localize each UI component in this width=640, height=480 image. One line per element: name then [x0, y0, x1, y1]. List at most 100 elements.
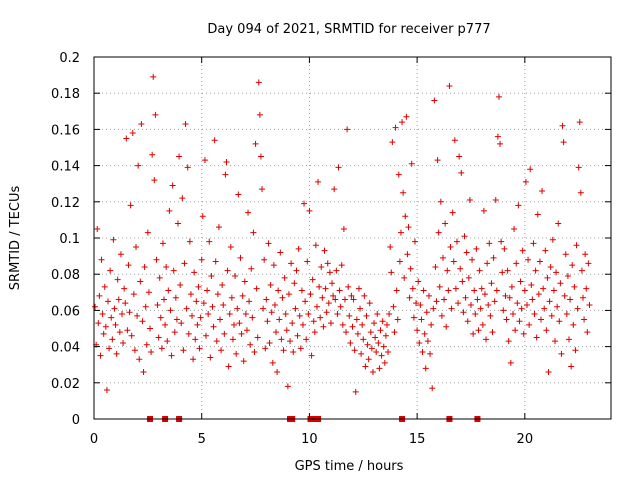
data-point — [519, 247, 526, 254]
data-point — [210, 323, 217, 330]
data-point — [233, 350, 240, 357]
data-point — [393, 287, 400, 294]
data-point — [472, 311, 479, 318]
data-point — [151, 177, 158, 184]
data-point — [209, 303, 216, 310]
data-point — [447, 244, 454, 251]
data-point — [339, 321, 346, 328]
data-point — [465, 274, 472, 281]
data-point — [106, 345, 113, 352]
data-point — [268, 309, 275, 316]
data-point — [229, 336, 236, 343]
data-point — [391, 329, 398, 336]
data-point — [235, 191, 242, 198]
data-point — [529, 296, 536, 303]
data-point — [520, 330, 527, 337]
data-point — [424, 338, 431, 345]
data-point — [392, 124, 399, 131]
data-point — [403, 113, 410, 120]
data-point — [490, 254, 497, 261]
data-point — [414, 327, 421, 334]
data-point — [282, 311, 289, 318]
data-point — [404, 251, 411, 258]
data-point — [493, 287, 500, 294]
y-tick-labels: 0 0.02 0.04 0.06 0.08 0.1 0.12 0.14 0.16 0.18 0.2 — [51, 51, 80, 428]
data-point — [149, 151, 156, 158]
data-point — [144, 229, 151, 236]
data-point — [326, 269, 333, 276]
data-point — [515, 202, 522, 209]
data-point — [237, 254, 244, 261]
data-point — [432, 263, 439, 270]
data-point — [145, 289, 152, 296]
data-point — [299, 321, 306, 328]
data-point — [224, 267, 231, 274]
data-point — [530, 240, 537, 247]
data-point — [110, 236, 117, 243]
data-point — [238, 330, 245, 337]
data-point — [428, 321, 435, 328]
data-point — [362, 363, 369, 370]
data-point — [336, 287, 343, 294]
data-point — [252, 140, 259, 147]
data-point — [340, 225, 347, 232]
data-point — [486, 240, 493, 247]
data-point — [584, 329, 591, 336]
data-point — [175, 220, 182, 227]
data-point — [533, 334, 540, 341]
data-point — [330, 292, 337, 299]
data-point — [501, 245, 508, 252]
x-tick-label: 0 — [90, 432, 98, 447]
data-point — [415, 278, 422, 285]
data-point — [193, 298, 200, 305]
data-point — [357, 305, 364, 312]
data-point — [177, 282, 184, 289]
data-point — [105, 298, 112, 305]
data-point — [494, 133, 501, 140]
data-point — [116, 329, 123, 336]
data-point — [525, 256, 532, 263]
data-point — [320, 323, 327, 330]
data-point — [443, 323, 450, 330]
data-point — [577, 189, 584, 196]
x-tick-label: 5 — [198, 432, 206, 447]
data-point — [313, 303, 320, 310]
data-point — [425, 292, 432, 299]
data-point — [497, 140, 504, 147]
data-point — [417, 301, 424, 308]
data-point — [99, 311, 106, 318]
data-point — [446, 82, 453, 89]
y-tick-label: 0.04 — [51, 341, 80, 356]
data-point — [194, 321, 201, 328]
data-point — [159, 240, 166, 247]
data-point — [140, 368, 147, 375]
data-point — [107, 267, 114, 274]
data-point — [562, 251, 569, 258]
data-point — [308, 352, 315, 359]
y-tick-label: 0.2 — [59, 51, 80, 66]
data-point — [355, 285, 362, 292]
data-point — [383, 321, 390, 328]
data-point — [386, 311, 393, 318]
data-point — [488, 280, 495, 287]
data-point — [376, 365, 383, 372]
data-point — [291, 280, 298, 287]
data-point — [554, 303, 561, 310]
data-point — [568, 363, 575, 370]
data-point — [200, 300, 207, 307]
data-point — [321, 247, 328, 254]
data-point — [225, 363, 232, 370]
data-point — [419, 349, 426, 356]
data-point — [573, 242, 580, 249]
data-point — [215, 224, 222, 231]
y-tick-label: 0.1 — [59, 232, 80, 247]
data-point — [301, 200, 308, 207]
x-tick-label: 20 — [517, 432, 534, 447]
data-point — [558, 350, 565, 357]
data-point — [219, 282, 226, 289]
data-point — [390, 303, 397, 310]
data-point — [134, 312, 141, 319]
data-point — [318, 263, 325, 270]
data-point — [489, 329, 496, 336]
data-point — [205, 311, 212, 318]
